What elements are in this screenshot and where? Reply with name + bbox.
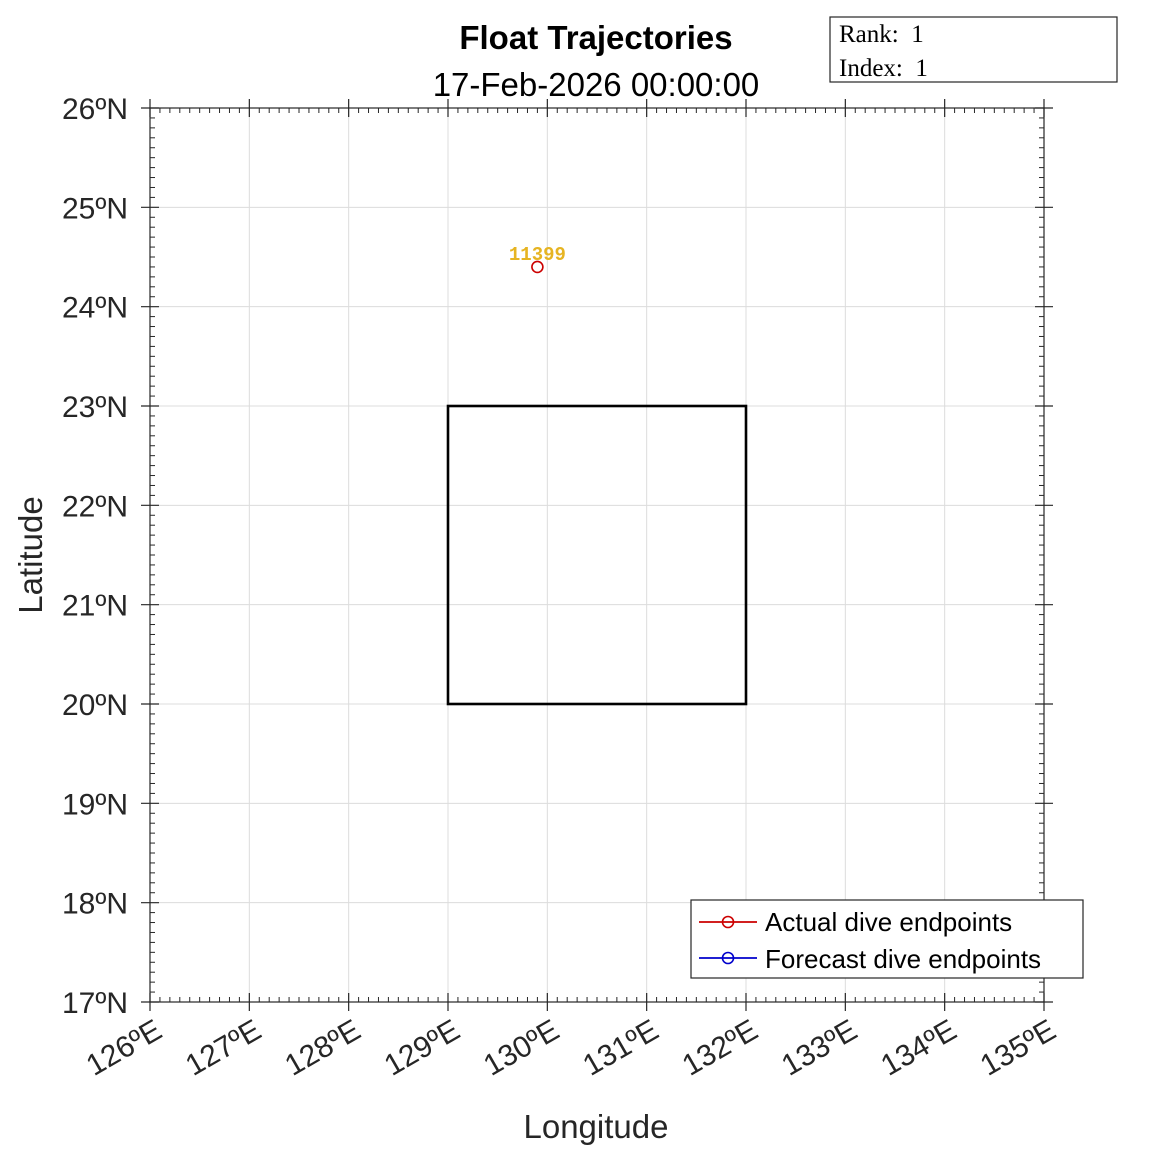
chart-subtitle: 17-Feb-2026 00:00:00 <box>433 66 760 103</box>
x-tick-label: 135ºE <box>975 1013 1062 1082</box>
x-tick-label: 128ºE <box>279 1013 366 1082</box>
legend-label-actual: Actual dive endpoints <box>765 907 1012 937</box>
y-tick-label: 23ºN <box>62 391 128 424</box>
minor-ticks <box>150 108 1044 1002</box>
legend: Actual dive endpoints Forecast dive endp… <box>690 899 1084 979</box>
info-index: Index: 1 <box>839 55 928 82</box>
y-tick-label: 17ºN <box>62 987 128 1020</box>
region-layer <box>446 404 748 706</box>
data-point-label: 11399 <box>509 244 566 266</box>
y-tick-label: 18ºN <box>62 888 128 921</box>
x-tick-label: 127ºE <box>180 1013 267 1082</box>
legend-label-forecast: Forecast dive endpoints <box>765 944 1041 974</box>
y-tick-label: 26ºN <box>62 93 128 126</box>
x-axis-label: Longitude <box>524 1108 669 1145</box>
y-tick-label: 21ºN <box>62 590 128 623</box>
x-tick-label: 134ºE <box>875 1013 962 1082</box>
region-box <box>446 404 748 706</box>
x-tick-label: 129ºE <box>379 1013 466 1082</box>
points-layer: 11399 <box>509 244 566 274</box>
plot-frame <box>149 107 1045 1003</box>
legend-marker-actual <box>721 915 735 929</box>
x-tick-label: 131ºE <box>577 1013 664 1082</box>
x-tick-label: 130ºE <box>478 1013 565 1082</box>
x-tick-label: 133ºE <box>776 1013 863 1082</box>
x-tick-labels: 126ºE 127ºE 128ºE 129ºE 130ºE 131ºE 132ºE 133ºE… <box>81 1013 1062 1082</box>
legend-marker-forecast <box>721 951 735 965</box>
y-tick-label: 22ºN <box>62 490 128 523</box>
x-tick-label: 132ºE <box>677 1013 764 1082</box>
major-ticks <box>141 99 1053 1011</box>
info-box: Rank: 1 Index: 1 <box>829 16 1118 83</box>
data-point <box>531 260 544 274</box>
chart-title: Float Trajectories <box>459 19 732 56</box>
info-rank: Rank: 1 <box>839 21 924 48</box>
y-tick-label: 20ºN <box>62 689 128 722</box>
y-tick-labels: 17ºN 18ºN 19ºN 20ºN 21ºN 22ºN 23ºN 24ºN 25ºN 26ºN <box>62 93 128 1020</box>
y-tick-label: 25ºN <box>62 192 128 225</box>
y-axis-label: Latitude <box>12 496 49 613</box>
legend-frame <box>690 899 1084 979</box>
x-tick-label: 126ºE <box>81 1013 168 1082</box>
y-tick-label: 19ºN <box>62 788 128 821</box>
y-tick-label: 24ºN <box>62 292 128 325</box>
grid-lines <box>149 107 1045 1003</box>
info-box-frame <box>829 16 1118 83</box>
